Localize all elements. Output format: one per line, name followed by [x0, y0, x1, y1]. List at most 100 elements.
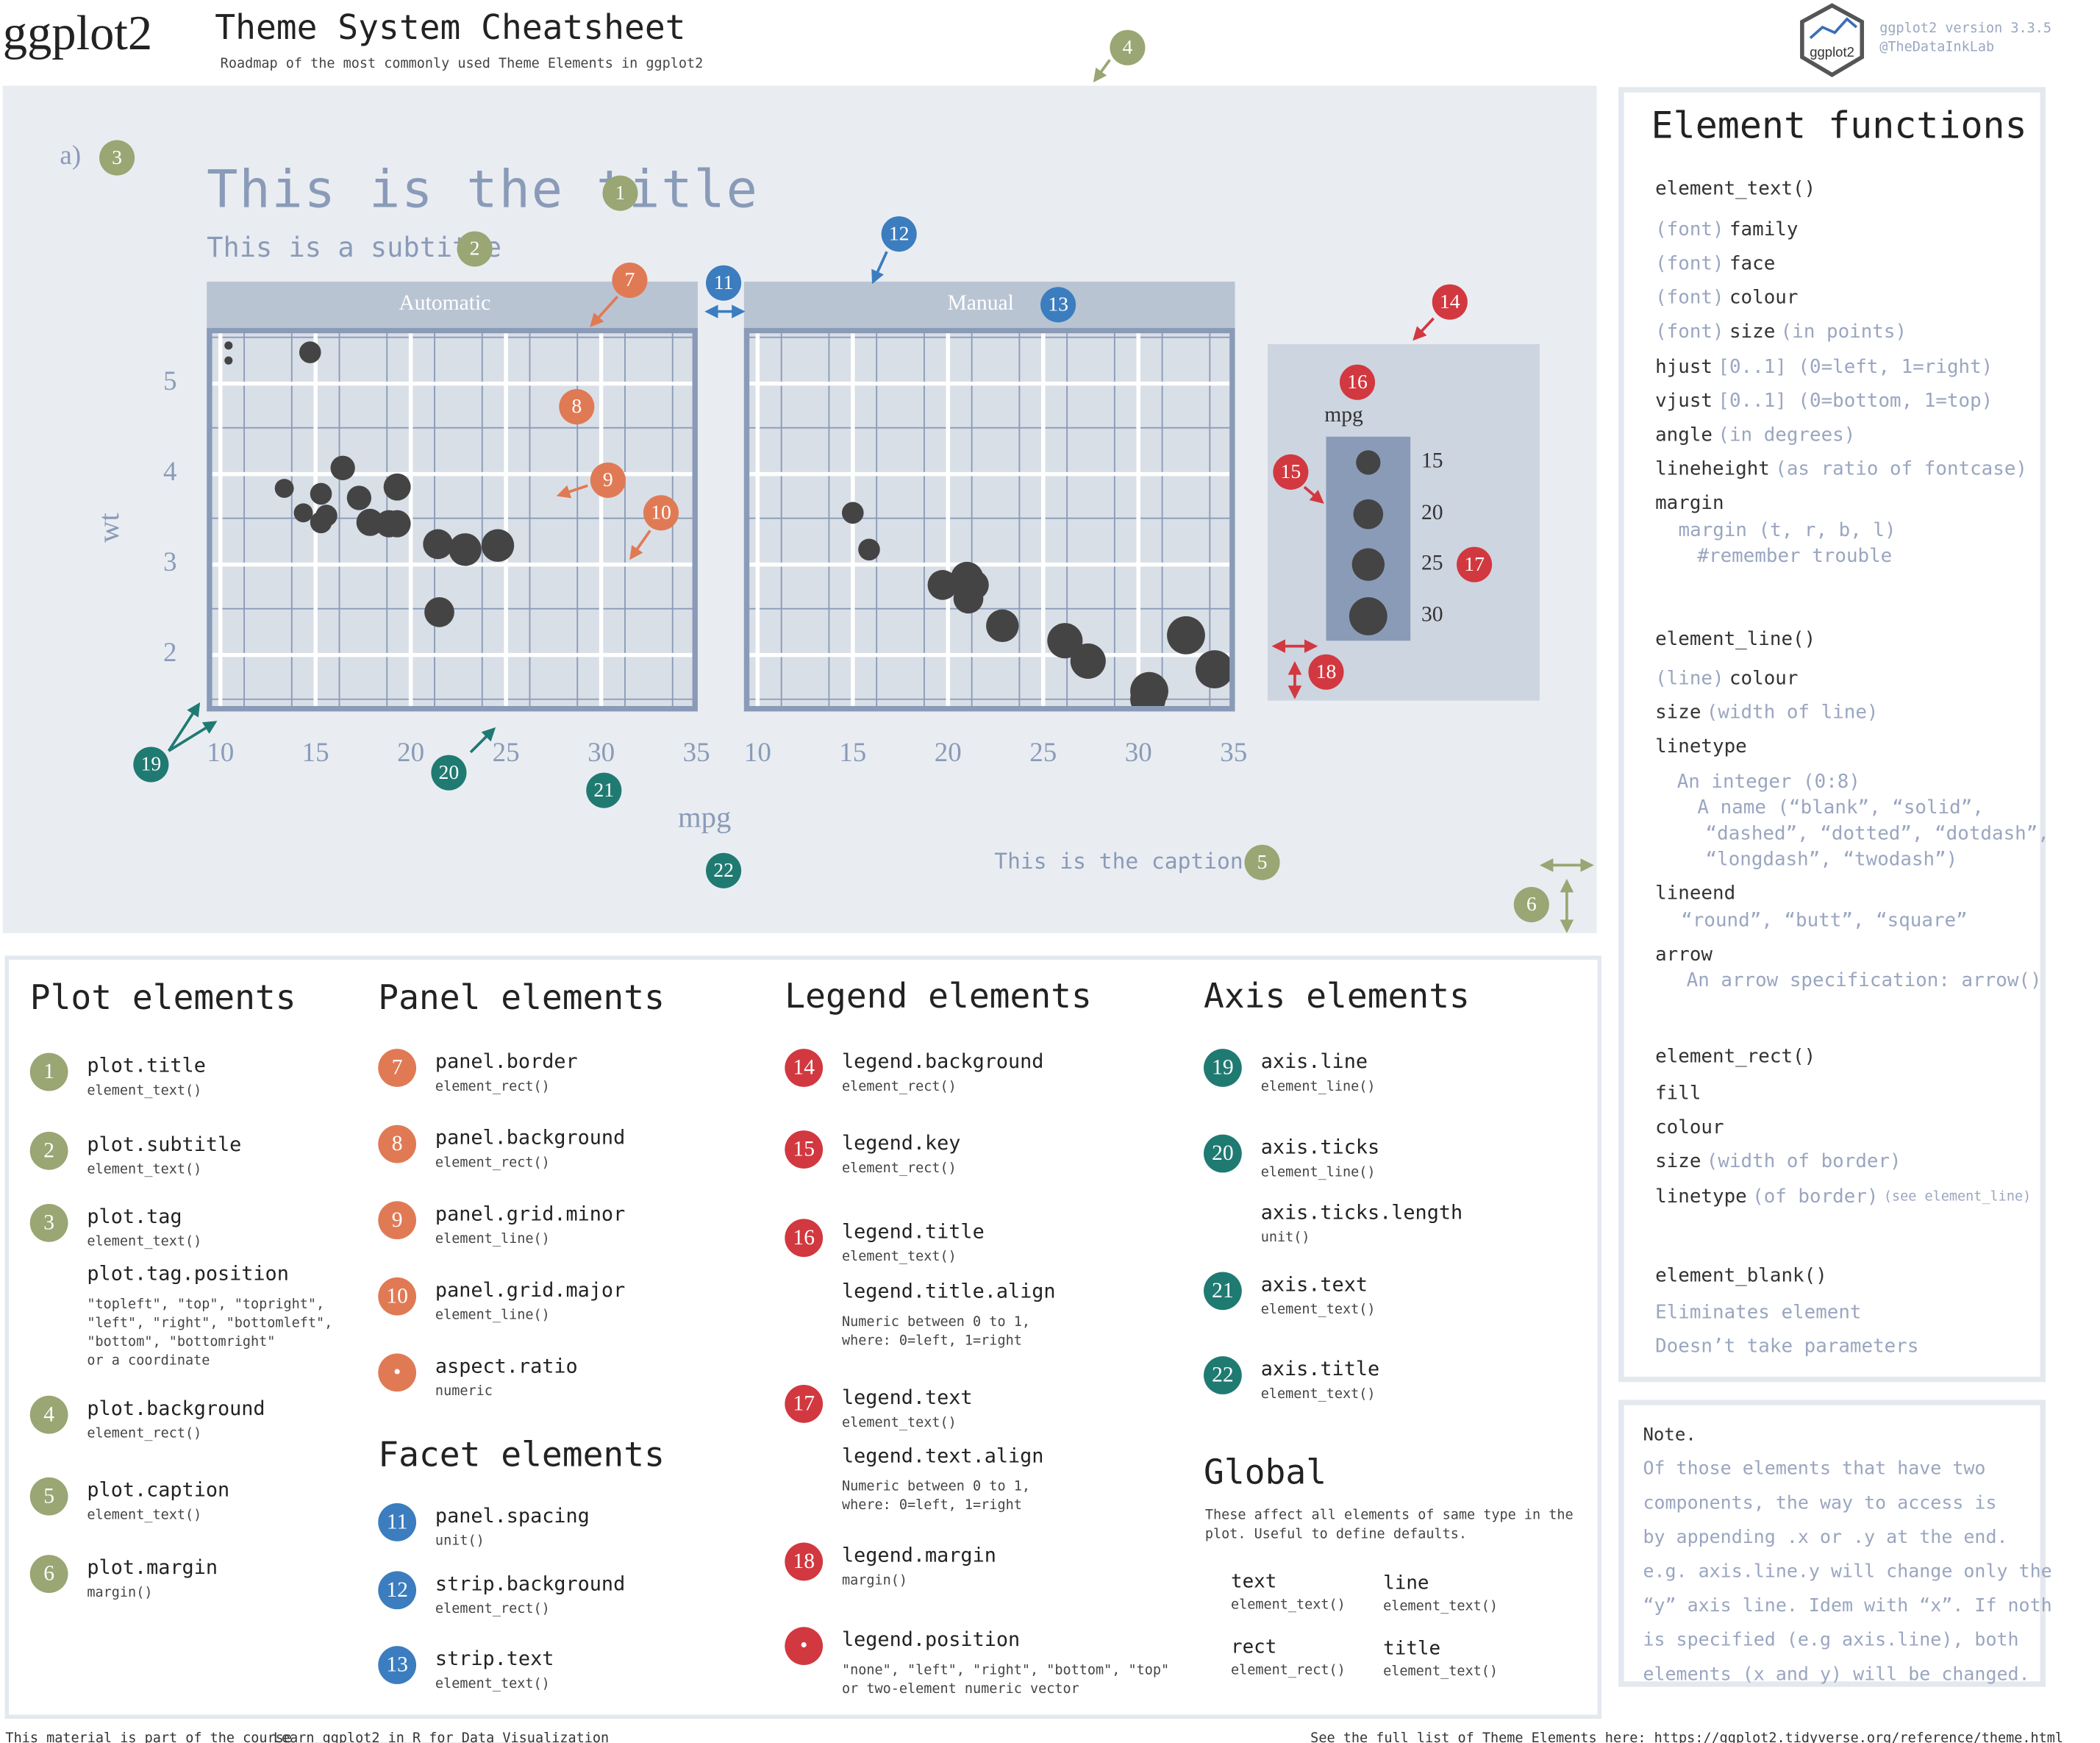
- arrow: [167, 702, 201, 752]
- element-call: element_text(): [87, 1234, 201, 1250]
- marker: [1204, 1272, 1242, 1311]
- marker: [1432, 284, 1468, 320]
- marker-number: 13: [386, 1653, 408, 1677]
- marker-number: 7: [392, 1056, 403, 1080]
- element-desc: or two-element numeric vector: [842, 1681, 1079, 1697]
- marker: [1513, 886, 1549, 923]
- legend-label: 30: [1421, 603, 1443, 627]
- marker: [706, 265, 742, 301]
- function-note: Doesn’t take parameters: [1655, 1336, 1918, 1358]
- point: [383, 473, 411, 501]
- marker: [29, 1131, 68, 1170]
- section-title: Legend elements: [785, 976, 1092, 1016]
- element-call: element_text(): [1383, 1664, 1498, 1679]
- element-call: unit(): [435, 1533, 485, 1549]
- course-link[interactable]: Learn ggplot2 in R for Data Visualizatio…: [274, 1730, 609, 1743]
- x-tick-label: 35: [1220, 738, 1247, 768]
- marker-number: 8: [571, 395, 582, 418]
- function-note: An integer (0:8): [1677, 771, 1860, 793]
- point: [274, 479, 294, 498]
- element-name: text: [1231, 1571, 1276, 1593]
- marker: [378, 1571, 417, 1610]
- point: [330, 455, 355, 480]
- marker: [1339, 364, 1376, 400]
- x-tick-label: 30: [588, 738, 615, 768]
- x-tick-label: 35: [683, 738, 710, 768]
- marker: [431, 755, 467, 791]
- marker-number: 5: [43, 1484, 54, 1508]
- note-line: by appending .x or .y at the end.: [1643, 1526, 2007, 1547]
- function-term: size: [1655, 702, 1701, 724]
- section-title: Plot elements: [30, 977, 296, 1017]
- point: [1130, 681, 1166, 707]
- panel-border: [743, 327, 1235, 712]
- arrow: [1093, 59, 1111, 83]
- version: ggplot2 version 3.3.5: [1879, 21, 2051, 36]
- marker: [133, 746, 169, 783]
- marker: [29, 1203, 68, 1242]
- element-desc: or a coordinate: [87, 1352, 210, 1368]
- point: [423, 529, 453, 560]
- element-name: legend.background: [842, 1050, 1043, 1073]
- function-term: fill: [1655, 1083, 1701, 1105]
- marker-number: 9: [392, 1208, 403, 1232]
- panel-border: [207, 327, 698, 712]
- strip-text: Automatic: [399, 291, 490, 315]
- point: [1167, 616, 1205, 655]
- element-call: element_text(): [87, 1162, 201, 1177]
- marker-number: 5: [1257, 851, 1268, 874]
- element-call: element_text(): [1383, 1598, 1498, 1614]
- x-tick-label: 25: [1029, 738, 1057, 768]
- plot-caption: This is the caption: [994, 849, 1243, 874]
- element-call: element_text(): [1261, 1302, 1376, 1317]
- function-note: A name (“blank”, “solid”,: [1697, 796, 1983, 819]
- function-note: An arrow specification: arrow(): [1687, 969, 2042, 991]
- y-tick-label: 3: [163, 547, 177, 577]
- header-subtitle: Theme System Cheatsheet: [215, 7, 685, 47]
- section-title: Axis elements: [1204, 976, 1470, 1016]
- marker-number: 12: [386, 1578, 408, 1602]
- marker-number: 8: [392, 1132, 403, 1155]
- x-axis-title: mpg: [678, 801, 731, 834]
- marker: [378, 1503, 417, 1541]
- element-name: legend.position: [842, 1628, 1020, 1651]
- element-desc: Numeric between 0 to 1,: [842, 1314, 1030, 1330]
- panel-content: [210, 332, 694, 707]
- point: [293, 503, 313, 523]
- marker: [785, 1219, 824, 1258]
- marker-number: 18: [1316, 660, 1337, 683]
- panel-content: [748, 332, 1232, 707]
- strip: [743, 281, 1235, 328]
- marker-number: 12: [889, 222, 910, 245]
- function-note: [0..1] (0=bottom, 1=top): [1718, 390, 1993, 412]
- element-desc: Numeric between 0 to 1,: [842, 1479, 1030, 1494]
- marker-number: 17: [1464, 553, 1485, 576]
- legend-symbol: [1353, 499, 1384, 530]
- marker: [559, 389, 595, 425]
- element-call: element_rect(): [87, 1426, 201, 1441]
- point: [224, 341, 233, 350]
- marker-number: 4: [43, 1402, 54, 1426]
- point: [1070, 643, 1106, 679]
- x-tick-label: 15: [302, 738, 329, 768]
- function-header: element_line(): [1655, 628, 1815, 650]
- x-tick-label: 20: [935, 738, 962, 768]
- marker: [602, 175, 638, 211]
- x-tick-label: 30: [1125, 738, 1152, 768]
- note-line: Of those elements that have two: [1643, 1458, 1985, 1479]
- element-call: element_rect(): [842, 1161, 957, 1176]
- marker-number: 2: [43, 1138, 54, 1162]
- plot-tag: a): [60, 140, 81, 171]
- function-note: (of border): [1752, 1186, 1878, 1208]
- arrow: [1303, 485, 1324, 504]
- functions-box: [1618, 87, 2046, 1383]
- point: [424, 597, 454, 627]
- marker: [378, 1049, 417, 1087]
- note-line: “y” axis line. Idem with “x”. If noth: [1643, 1594, 2051, 1616]
- marker: [378, 1277, 417, 1316]
- function-note: (width of line): [1707, 702, 1879, 724]
- note-box: [1618, 1400, 2046, 1687]
- marker-number: 17: [793, 1392, 815, 1416]
- marker-number: 16: [1347, 371, 1368, 393]
